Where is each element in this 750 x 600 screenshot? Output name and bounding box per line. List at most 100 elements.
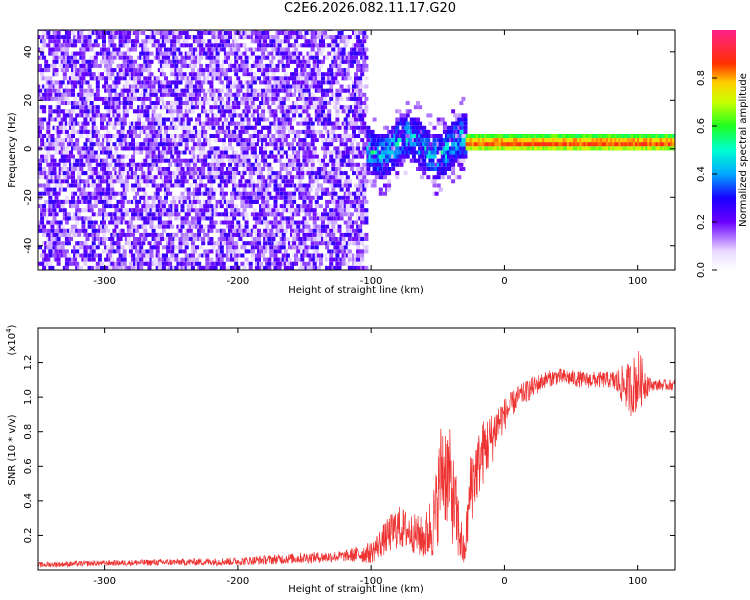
heatmap-cell xyxy=(223,55,228,60)
heatmap-cell xyxy=(147,105,152,110)
heatmap-cell xyxy=(155,96,160,101)
heatmap-cell xyxy=(81,51,86,56)
heatmap-cell xyxy=(201,72,206,77)
heatmap-cell xyxy=(246,125,251,130)
heatmap-cell xyxy=(219,175,224,180)
heatmap-cell xyxy=(155,249,160,254)
heatmap-cell xyxy=(108,195,113,200)
heatmap-cell xyxy=(209,167,214,171)
heatmap-cell xyxy=(259,88,263,93)
heatmap-cell xyxy=(281,216,286,221)
heatmap-cell xyxy=(302,142,307,147)
heatmap-cell xyxy=(306,39,311,44)
heatmap-cell xyxy=(250,212,255,217)
heatmap-cell xyxy=(343,121,348,126)
heatmap-cell xyxy=(230,253,235,258)
heatmap-cell xyxy=(62,199,67,204)
heatmap-cell xyxy=(279,76,284,81)
heatmap-cell xyxy=(190,245,195,250)
heatmap-cell xyxy=(296,76,301,81)
heatmap-cell xyxy=(347,96,352,101)
heatmap-cell xyxy=(199,31,204,35)
heatmap-cell xyxy=(188,138,193,143)
heatmap-cell xyxy=(306,191,311,196)
heatmap-cell xyxy=(95,76,100,81)
heatmap-cell xyxy=(300,109,305,114)
heatmap-cell xyxy=(226,220,230,225)
heatmap-cell xyxy=(56,245,61,250)
heatmap-cell xyxy=(85,47,90,52)
heatmap-cell xyxy=(238,51,243,56)
heatmap-cell xyxy=(147,150,152,155)
heatmap-cell xyxy=(91,129,96,134)
heatmap-cell xyxy=(337,154,342,159)
heatmap-cell xyxy=(221,212,226,217)
heatmap-cell xyxy=(325,245,330,250)
heatmap-cell xyxy=(341,158,346,163)
heatmap-cell xyxy=(275,171,280,176)
heatmap-cell xyxy=(131,187,135,192)
heatmap-cell xyxy=(290,232,294,237)
heatmap-cell xyxy=(91,55,96,60)
heatmap-cell xyxy=(186,228,191,233)
heatmap-cell xyxy=(230,199,235,204)
heatmap-cell xyxy=(302,129,307,134)
heatmap-cell xyxy=(133,109,137,114)
heatmap-cell xyxy=(261,167,266,171)
heatmap-cell xyxy=(228,68,232,73)
heatmap-cell xyxy=(217,154,222,159)
heatmap-cell xyxy=(44,63,49,68)
heatmap-cell xyxy=(116,96,121,101)
heatmap-cell xyxy=(48,47,53,52)
heatmap-cell xyxy=(161,39,166,44)
heatmap-cell xyxy=(283,134,288,138)
heatmap-cell xyxy=(89,117,94,122)
heatmap-cell xyxy=(335,171,340,176)
heatmap-cell xyxy=(230,179,235,184)
heatmap-cell xyxy=(349,228,354,233)
heatmap-cell xyxy=(205,216,210,221)
heatmap-cell xyxy=(242,167,247,171)
heatmap-cell xyxy=(188,257,193,262)
heatmap-cell xyxy=(118,138,123,143)
heatmap-cell xyxy=(306,43,311,48)
heatmap-cell xyxy=(176,162,181,167)
heatmap-cell xyxy=(333,138,338,143)
heatmap-cell xyxy=(178,142,183,147)
heatmap-cell xyxy=(149,175,154,180)
heatmap-cell xyxy=(248,154,253,159)
heatmap-cell xyxy=(321,47,325,52)
heatmap-cell xyxy=(337,257,342,262)
heatmap-cell xyxy=(151,257,156,262)
heatmap-cell xyxy=(114,220,119,225)
heatmap-cell xyxy=(321,224,325,229)
heatmap-cell xyxy=(48,96,53,101)
heatmap-cell xyxy=(335,117,340,122)
heatmap-cell xyxy=(259,265,263,270)
heatmap-cell xyxy=(306,232,311,237)
heatmap-cell xyxy=(273,195,278,200)
heatmap-cell xyxy=(217,92,222,97)
heatmap-cell xyxy=(73,43,78,48)
heatmap-cell xyxy=(265,88,270,93)
heatmap-cell xyxy=(116,261,121,266)
heatmap-cell xyxy=(205,253,210,258)
heatmap-cell xyxy=(248,80,253,85)
heatmap-cell xyxy=(230,105,235,110)
heatmap-cell xyxy=(341,121,346,126)
heatmap-cell xyxy=(52,88,57,93)
heatmap-cell xyxy=(168,237,173,241)
heatmap-cell xyxy=(106,88,111,93)
heatmap-cell xyxy=(110,187,115,192)
heatmap-cell xyxy=(122,51,127,56)
heatmap-cell xyxy=(91,142,96,147)
heatmap-cell xyxy=(275,63,280,68)
heatmap-cell xyxy=(283,257,288,262)
heatmap-cell xyxy=(104,216,109,221)
heatmap-cell xyxy=(290,191,294,196)
heatmap-cell xyxy=(38,228,42,233)
heatmap-cell xyxy=(203,142,208,147)
heatmap-cell xyxy=(145,232,150,237)
heatmap-cell xyxy=(211,261,216,266)
heatmap-cell xyxy=(73,63,78,68)
